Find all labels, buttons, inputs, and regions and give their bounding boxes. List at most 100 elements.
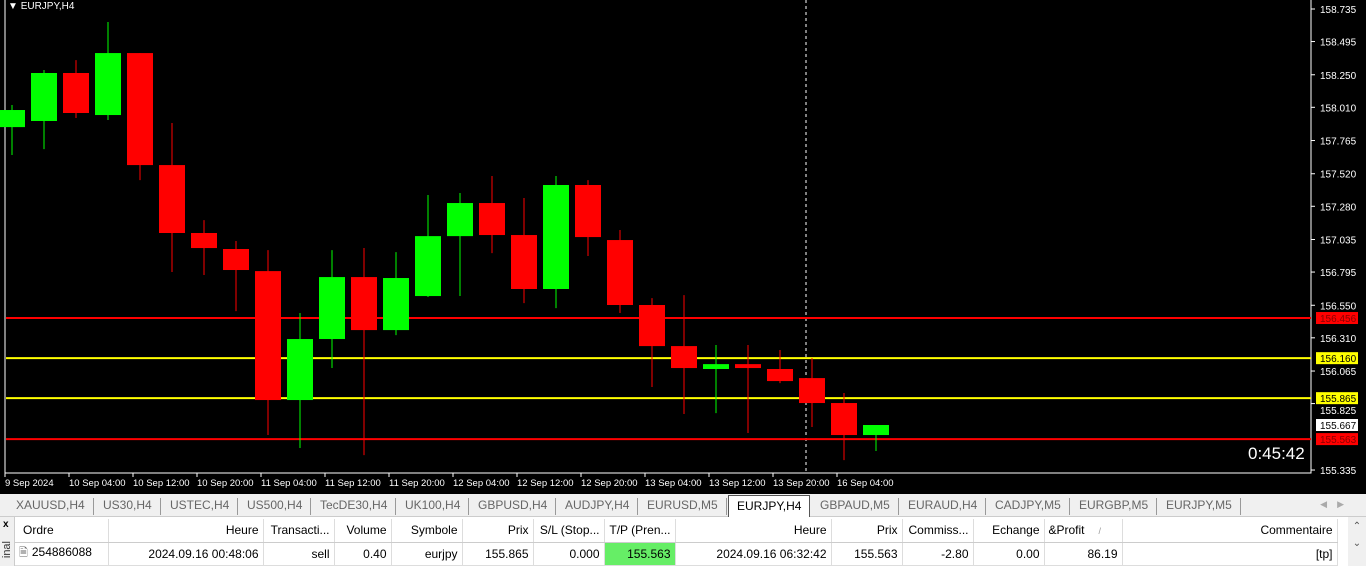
column-header[interactable]: Commiss...: [902, 519, 974, 543]
bar-countdown-timer: 0:45:42: [1248, 444, 1305, 463]
chart-tab[interactable]: GBPAUD,M5: [812, 498, 899, 515]
bullish-candle: [31, 73, 57, 121]
bearish-candle: [735, 364, 761, 369]
chart-symbol-label: ▼ EURJPY,H4: [8, 1, 75, 12]
price-tick-label: 156.795: [1320, 268, 1357, 279]
chart-tab[interactable]: EURGBP,M5: [1071, 498, 1158, 515]
column-header[interactable]: Ordre: [15, 519, 109, 543]
level-price-label: 155.563: [1320, 435, 1357, 446]
time-tick-label: 13 Sep 04:00: [645, 478, 702, 489]
time-tick-label: 12 Sep 04:00: [453, 478, 510, 489]
table-row[interactable]: 🗎 254886088 2024.09.16 00:48:06 sell 0.40 eur…: [15, 542, 1338, 566]
column-header[interactable]: S/L (Stop...: [533, 519, 605, 543]
cell-value: 155.563: [627, 546, 671, 561]
vertical-scrollbar[interactable]: ⌃ ⌄: [1348, 517, 1366, 566]
column-header-label: &Profit: [1048, 523, 1085, 538]
column-header-label: Transacti...: [270, 523, 330, 538]
chart-tab[interactable]: US30,H4: [95, 498, 161, 515]
chart-tab[interactable]: EURJPY,H4: [728, 495, 811, 517]
time-tick-label: 13 Sep 20:00: [773, 478, 830, 489]
bullish-candle: [415, 236, 441, 297]
close-icon[interactable]: x: [3, 519, 9, 530]
bearish-candle: [255, 271, 281, 401]
trade-history-table: Ordre Heure Transacti... Volume Symbole Prix S…: [15, 519, 1338, 566]
bearish-candle: [639, 305, 665, 347]
tab-scroll-arrows-icon[interactable]: ◀▶: [1320, 499, 1354, 509]
bullish-candle: [383, 278, 409, 331]
bearish-candle: [479, 203, 505, 236]
column-header-label: Echange: [992, 523, 1040, 538]
chart-tabs: XAUUSD,H4 US30,H4 USTEC,H4 US500,H4 TecDE30,…: [0, 494, 1366, 517]
cell-value: [tp]: [1315, 546, 1333, 561]
time-tick-label: 16 Sep 04:00: [837, 478, 894, 489]
table-cell: 155.563: [604, 542, 676, 566]
bearish-candle: [607, 240, 633, 305]
column-header-label: Heure: [793, 523, 827, 538]
chart-tab[interactable]: GBPUSD,H4: [470, 498, 557, 515]
chart-tab[interactable]: EURJPY,M5: [1158, 498, 1241, 515]
chart-tab[interactable]: TecDE30,H4: [312, 498, 397, 515]
time-tick-label: 12 Sep 12:00: [517, 478, 574, 489]
level-price-label: 155.865: [1320, 394, 1357, 405]
candlestick-chart[interactable]: 158.735 158.495 158.250 158.010 157.765 157.5…: [0, 0, 1366, 494]
column-header[interactable]: Commentaire: [1122, 519, 1338, 543]
bearish-candle: [575, 185, 601, 238]
column-header[interactable]: T/P (Pren...: [604, 519, 676, 543]
column-header-label: Commiss...: [908, 523, 969, 538]
cell-value: 2024.09.16 00:48:06: [148, 546, 259, 561]
price-tick-label: 158.010: [1320, 103, 1357, 114]
cell-value: 254886088: [31, 545, 92, 559]
cell-value: 0.00: [1016, 546, 1040, 561]
price-chart[interactable]: 158.735 158.495 158.250 158.010 157.765 157.5…: [0, 0, 1366, 494]
scroll-down-icon[interactable]: ⌄: [1352, 538, 1362, 549]
current-price-badge: [1316, 419, 1358, 431]
column-header[interactable]: Heure: [675, 519, 832, 543]
price-tick-label: 158.735: [1320, 5, 1357, 16]
scroll-up-icon[interactable]: ⌃: [1352, 521, 1362, 532]
cell-value: sell: [311, 546, 330, 561]
chart-tab[interactable]: USTEC,H4: [162, 498, 239, 515]
column-header-label: T/P (Pren...: [609, 523, 671, 538]
level-price-badge: [1316, 433, 1358, 446]
price-tick-label: 156.065: [1320, 367, 1357, 378]
cell-value: eurjpy: [424, 546, 458, 561]
chart-tab[interactable]: EURUSD,M5: [639, 498, 727, 515]
column-header[interactable]: Volume: [334, 519, 392, 543]
chart-tab[interactable]: EURAUD,H4: [900, 498, 987, 515]
table-cell: -2.80: [902, 542, 974, 566]
table-cell: 🗎 254886088: [15, 542, 109, 566]
column-header[interactable]: Heure: [108, 519, 264, 543]
bearish-candle: [127, 53, 153, 166]
column-header[interactable]: Echange: [973, 519, 1045, 543]
table-cell: 2024.09.16 00:48:06: [108, 542, 264, 566]
level-price-badge: [1316, 392, 1358, 405]
column-header[interactable]: Symbole: [391, 519, 463, 543]
time-tick-label: 10 Sep 04:00: [69, 478, 126, 489]
column-header[interactable]: Prix: [462, 519, 534, 543]
table-header: Ordre Heure Transacti... Volume Symbole Prix S…: [15, 519, 1338, 543]
terminal-panel: x inal Ordre Heure Transacti... Volume Symbo…: [0, 517, 1366, 566]
column-header[interactable]: Transacti...: [263, 519, 335, 543]
table-cell: [tp]: [1122, 542, 1338, 566]
chart-tab[interactable]: UK100,H4: [397, 498, 470, 515]
chart-tab[interactable]: XAUUSD,H4: [8, 498, 94, 515]
chart-tab[interactable]: US500,H4: [239, 498, 312, 515]
price-tick-label: 158.250: [1320, 71, 1357, 82]
table-cell: 0.40: [334, 542, 392, 566]
chart-tab[interactable]: AUDJPY,H4: [557, 498, 639, 515]
chart-tab[interactable]: CADJPY,M5: [987, 498, 1070, 515]
bearish-candle: [511, 235, 537, 289]
triangle-down-icon[interactable]: ▼: [8, 1, 21, 12]
column-header[interactable]: Prix: [831, 519, 903, 543]
bearish-candle: [671, 346, 697, 369]
column-header[interactable]: &Profit /: [1044, 519, 1123, 543]
time-tick-label: 12 Sep 20:00: [581, 478, 638, 489]
price-tick-label: 158.495: [1320, 38, 1357, 49]
table-cell: 155.865: [462, 542, 534, 566]
price-tick-label: 157.765: [1320, 137, 1357, 148]
price-tick-label: 156.310: [1320, 334, 1357, 345]
bullish-candle: [319, 277, 345, 340]
table-cell: 0.000: [533, 542, 605, 566]
price-tick-label: 155.825: [1320, 406, 1357, 417]
cell-value: 86.19: [1087, 546, 1118, 561]
